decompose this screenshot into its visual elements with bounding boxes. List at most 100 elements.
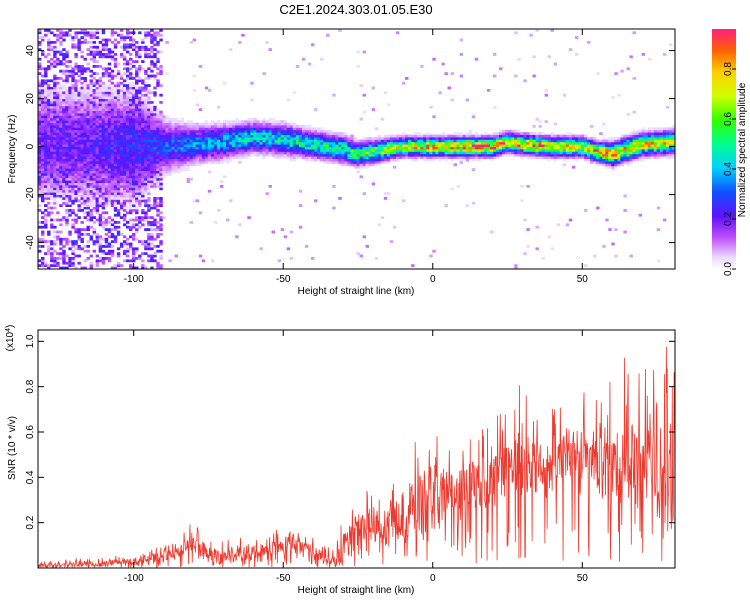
spectrogram-cell [80,72,84,75]
spectrogram-cell [41,173,45,176]
spectrogram-cell [83,163,87,167]
spectrogram-cell [71,199,75,203]
spectrogram-cell [377,139,382,143]
spectrogram-cell [113,101,118,104]
spectrogram-cell [101,201,106,205]
spectrogram-cell [511,141,515,145]
spectrogram-cell [113,165,118,169]
spectrogram-cell [62,84,66,87]
spectrogram-cell [59,122,63,126]
spectrogram-cell [165,139,169,143]
spectrogram-cell [514,132,518,135]
spectrogram-cell [474,158,479,162]
spectrogram-cell [256,149,260,152]
spectrogram-cell [223,122,227,126]
spectrogram-cell [165,153,169,157]
spectrogram-cell [44,134,48,138]
spectrogram-cell [314,151,318,155]
spectrogram-cell [77,230,81,234]
spectrogram-cell [156,245,160,248]
spectrogram-cell [62,156,66,159]
spectrogram-cell [174,153,178,157]
spectrogram-cell [159,249,163,253]
spectrogram-cell [438,141,442,145]
spectrogram-cell [338,29,342,32]
spectrogram-cell [71,139,75,143]
spectrogram-cell [44,182,48,186]
spectrogram-cell [122,175,127,179]
spectrogram-cell [256,139,260,143]
spectrogram-cell [204,120,209,123]
spectrogram-cell [50,161,54,164]
spectrogram-cell [113,151,118,155]
spectrogram-cell [50,98,54,102]
spectrogram-cell [125,249,130,253]
spectrogram-cell [198,254,203,258]
spectrogram-cell [438,139,442,143]
spectrogram-cell [153,163,157,167]
spectrogram-cell [129,153,133,157]
spectrogram-cell [514,266,518,269]
spectrogram-cell [353,151,357,155]
spectrogram-cell [147,33,151,37]
spectrogram-cell [113,189,118,193]
spectrogram-cell [320,151,324,155]
spectrogram-cell [122,151,127,155]
spectrogram-cell [508,137,512,140]
spectrogram-cell [171,120,175,123]
spectrogram-cell [50,115,54,119]
spectrogram-cell [289,144,294,147]
spectrogram-cell [135,144,139,147]
spectrogram-cell [71,127,75,131]
spectrogram-cell [468,146,473,150]
spectrogram-cell [92,233,97,236]
spectrogram-cell [138,89,142,92]
spectrogram-cell [80,170,84,174]
spectrogram-cell [547,139,552,143]
spectrogram-cell [389,137,394,140]
spectrogram-cell [150,156,154,159]
spectrogram-cell [162,141,166,145]
spectrogram-cell [65,216,69,219]
spectrogram-cell [89,79,93,83]
spectrogram-cell [101,38,106,42]
spectrogram-cell [77,79,81,83]
spectrogram-cell [141,115,145,119]
spectrogram-cell [59,161,63,164]
spectrogram-cell [38,96,42,99]
spectrogram-cell [129,31,133,35]
spectrogram-cell [268,117,272,121]
spectrogram-cell [38,43,42,47]
spectrogram-cell [286,129,291,133]
spectrogram-cell [68,185,72,188]
spectrogram-cell [544,120,548,123]
spectrogram-cell [362,151,366,155]
spectrogram-cell [274,146,279,150]
spectrogram-cell [129,259,133,263]
spectrogram-cell [517,137,521,140]
spectrogram-cell [83,125,87,128]
spectrogram-cell [474,57,479,61]
spectrogram-cell [223,146,227,150]
spectrogram-cell [159,50,163,54]
spectrogram-cell [383,197,388,200]
spectrogram-cell [444,151,448,155]
spectrogram-cell [338,149,342,152]
spectrogram-cell [47,60,51,63]
spectrogram-cell [311,137,315,140]
spectrogram-cell [280,125,285,128]
spectrogram-cell [92,55,97,59]
spectrogram-cell [587,153,591,157]
spectrogram-cell [204,139,209,143]
spectrogram-cell [520,144,524,147]
spectrogram-cell [395,134,400,138]
spectrogram-cell [280,137,285,140]
spectrogram-cell [584,158,588,162]
spectrogram-cell [244,153,248,157]
spectrogram-cell [132,197,136,200]
spectrogram-cell [584,149,588,152]
spectrogram-cell [392,165,397,169]
spectrogram-cell [65,151,69,155]
spectrogram-cell [198,156,203,159]
spectrogram-cell [135,158,139,162]
